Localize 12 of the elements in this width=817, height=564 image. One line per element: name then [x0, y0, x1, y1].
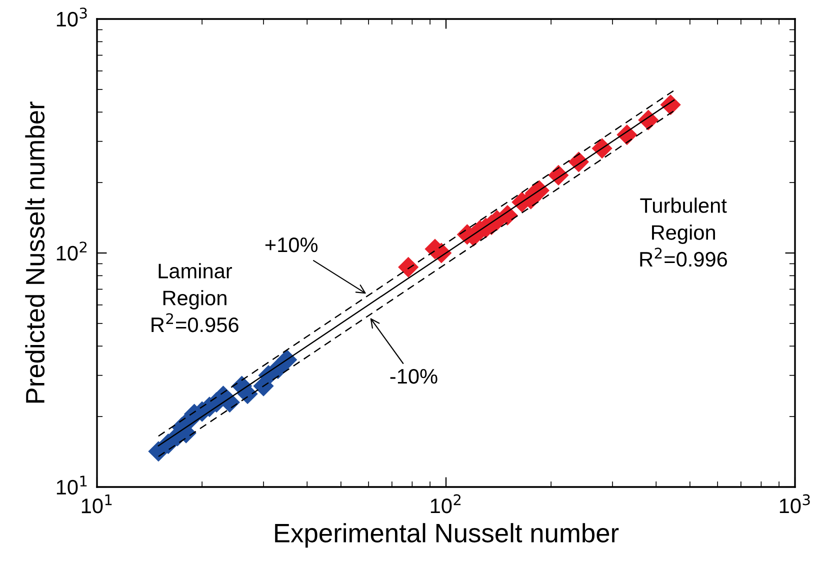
y-tick-label: 10$^{1}$ — [56, 476, 87, 495]
annotation: Laminar Region R$^{2}$=0.956 — [152, 263, 238, 332]
annotation: Turbulent Region R$^{2}$=0.996 — [640, 198, 728, 267]
x-tick-label: 10$^{3}$ — [780, 494, 810, 514]
x-tick-label: 10$^{1}$ — [82, 494, 112, 514]
x-axis-title: Experimental Nusselt number — [275, 523, 619, 548]
annotation: +10% — [265, 237, 318, 252]
x-tick-label: 10$^{2}$ — [430, 494, 461, 514]
y-axis-title: Predicted Nusselt number — [25, 102, 45, 403]
y-tick-label: 10$^{2}$ — [56, 242, 87, 261]
y-tick-label: 10$^{3}$ — [56, 8, 87, 27]
annotation: -10% — [390, 368, 438, 384]
